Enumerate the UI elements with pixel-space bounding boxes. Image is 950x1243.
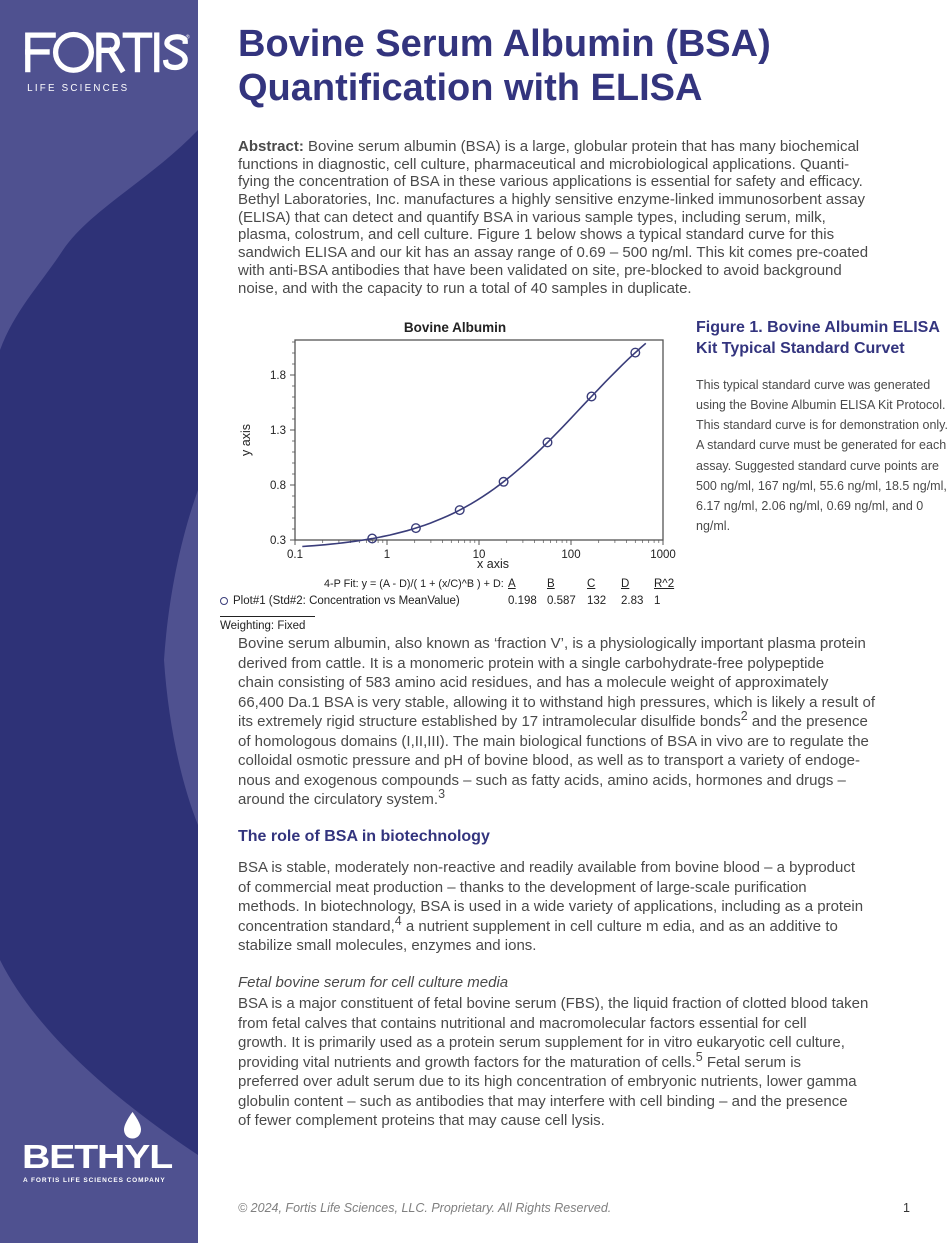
svg-text:1.3: 1.3 — [270, 425, 286, 437]
svg-text:1: 1 — [384, 549, 390, 561]
svg-text:1000: 1000 — [650, 549, 676, 561]
svg-text:®: ® — [186, 34, 190, 41]
svg-text:LIFE SCIENCES: LIFE SCIENCES — [27, 83, 129, 94]
svg-text:0.1: 0.1 — [287, 549, 303, 561]
svg-text:y axis: y axis — [239, 424, 253, 456]
svg-text:100: 100 — [561, 549, 580, 561]
svg-text:BETHYL: BETHYL — [22, 1138, 173, 1175]
svg-text:0.8: 0.8 — [270, 480, 286, 492]
svg-text:1.8: 1.8 — [270, 370, 286, 382]
svg-text:Bovine Albumin: Bovine Albumin — [404, 320, 506, 335]
svg-text:x axis: x axis — [477, 557, 509, 571]
svg-text:A FORTIS LIFE SCIENCES COMPANY: A FORTIS LIFE SCIENCES COMPANY — [23, 1177, 166, 1184]
svg-text:0.3: 0.3 — [270, 535, 286, 547]
